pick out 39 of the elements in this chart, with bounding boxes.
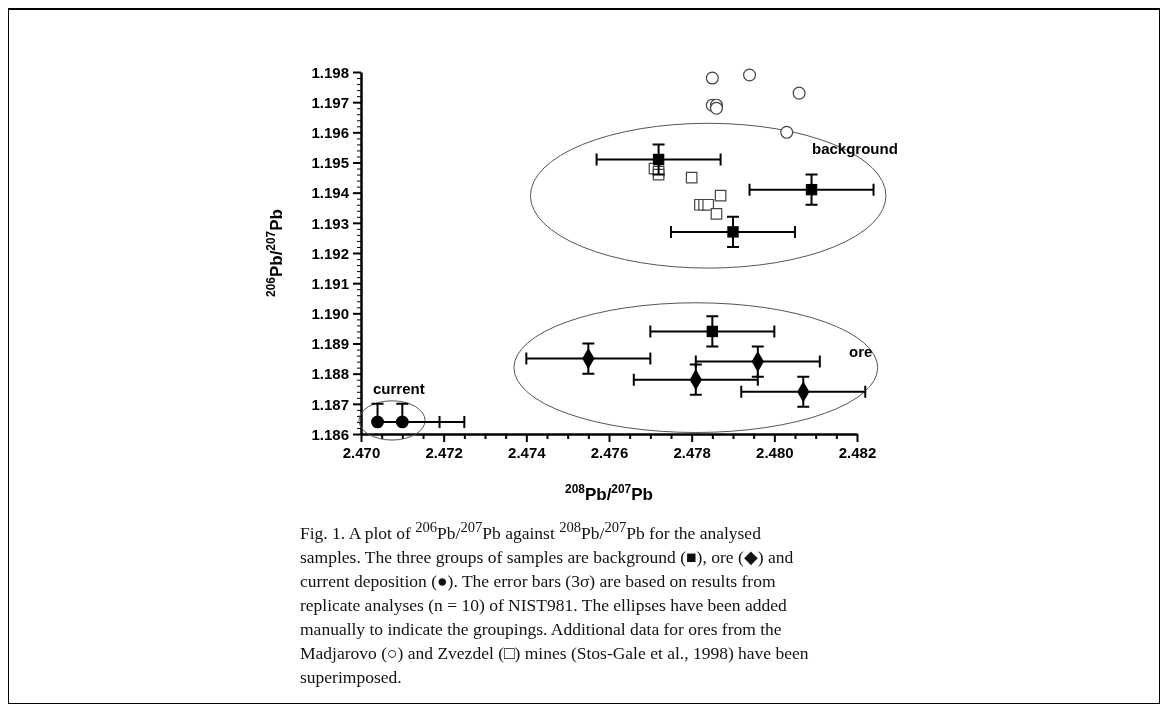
annotation: background bbox=[812, 140, 898, 157]
point bbox=[685, 171, 698, 184]
point bbox=[743, 68, 757, 82]
point bbox=[652, 153, 665, 166]
x-tick-label: 2.476 bbox=[590, 444, 629, 461]
x-tick-label: 2.474 bbox=[508, 444, 547, 461]
y-tick-label: 1.194 bbox=[311, 184, 350, 202]
point bbox=[710, 207, 723, 220]
point bbox=[706, 325, 719, 338]
x-tick-label: 2.482 bbox=[838, 444, 877, 461]
y-tick-label: 1.197 bbox=[311, 93, 349, 111]
y-tick-label: 1.186 bbox=[311, 425, 349, 443]
point bbox=[395, 415, 409, 429]
y-tick-label: 1.195 bbox=[311, 154, 349, 172]
y-tick-label: 1.187 bbox=[311, 395, 349, 413]
y-tick-label: 1.189 bbox=[311, 335, 349, 353]
point bbox=[714, 189, 727, 202]
y-tick-label: 1.193 bbox=[311, 214, 349, 232]
y-tick-label: 1.190 bbox=[311, 305, 349, 323]
y-tick-label: 1.188 bbox=[311, 365, 349, 383]
x-axis-title: $^{208}$Pb/$^{207}$Pb bbox=[565, 482, 653, 504]
x-tick-label: 2.480 bbox=[756, 444, 794, 461]
x-tick-label: 2.470 bbox=[342, 444, 381, 461]
point bbox=[702, 198, 715, 211]
point bbox=[705, 71, 719, 85]
y-tick-label: 1.198 bbox=[311, 63, 349, 81]
y-tick-label: 1.196 bbox=[311, 124, 349, 142]
annotation: current bbox=[373, 380, 425, 397]
point bbox=[792, 86, 806, 100]
point bbox=[371, 415, 384, 429]
annotation: ore bbox=[849, 343, 873, 360]
y-tick-label: 1.191 bbox=[311, 274, 349, 292]
x-tick-label: 2.478 bbox=[673, 444, 711, 461]
x-tick-label: 2.472 bbox=[425, 444, 463, 461]
point bbox=[727, 226, 739, 238]
text: Fig. 1. A plot of $^{206}$Pb/$^{207}$Pb against $^{208}$Pb/$^{207}$Pb for the analysed samples. The three groups of samples are background (■), ore (◆) and current deposition (●). The error bars (3σ) are based on results from replicate analyses (n = 10) of NIST981. The ellipses have been added manually to indicate the groupings. Additional data for ores from the Madjarovo (○) and Zvezdel (□) mines (Stos-Gale et al., 1998) have been superimposed. bbox=[300, 519, 809, 687]
point bbox=[780, 125, 794, 139]
y-tick-label: 1.192 bbox=[311, 244, 349, 262]
point bbox=[805, 183, 818, 196]
